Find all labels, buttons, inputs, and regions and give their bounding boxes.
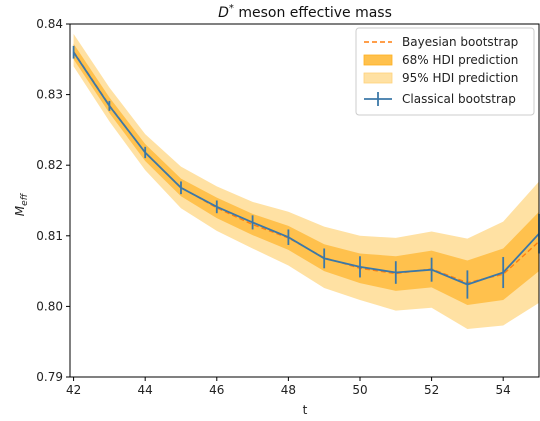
y-axis-label-sub: eff [20, 192, 30, 206]
axes-border [69, 23, 540, 378]
x-tick-label-44: 44 [138, 383, 153, 397]
x-tick-label-46: 46 [209, 383, 224, 397]
legend-label-classical: Classical bootstrap [402, 92, 516, 106]
y-axis-label-main: M [13, 205, 27, 216]
legend-label-bayesian: Bayesian bootstrap [402, 35, 518, 49]
chart-title: D* meson effective mass [218, 3, 392, 21]
y-tick-label-4: 0.83 [36, 88, 63, 102]
y-tick-label-5: 0.84 [36, 17, 63, 31]
y-tick-label-0: 0.79 [36, 370, 63, 384]
chart-title-main: D [218, 5, 229, 21]
legend-label-hdi68: 68% HDI prediction [402, 53, 518, 67]
x-tick-label-42: 42 [66, 383, 81, 397]
x-axis-ticks: 42 44 46 48 50 52 54 [66, 377, 511, 397]
chart-title-sup: * [229, 3, 234, 14]
legend-swatch-hdi68 [363, 54, 393, 66]
y-tick-label-2: 0.81 [36, 229, 63, 243]
legend: Bayesian bootstrap 68% HDI prediction 95… [355, 27, 535, 116]
legend-label-hdi95: 95% HDI prediction [402, 71, 518, 85]
x-tick-label-50: 50 [352, 383, 367, 397]
plot-area [72, 33, 540, 329]
axes-frame [69, 23, 540, 378]
x-tick-label-54: 54 [496, 383, 511, 397]
y-tick-label-3: 0.82 [36, 158, 63, 172]
x-tick-label-48: 48 [281, 383, 296, 397]
y-axis-ticks: 0.79 0.80 0.81 0.82 0.83 0.84 [36, 17, 70, 384]
x-tick-label-52: 52 [424, 383, 439, 397]
y-tick-label-1: 0.80 [36, 299, 63, 313]
chart-title-rest: meson effective mass [234, 5, 392, 21]
legend-box [355, 27, 535, 116]
classical-bootstrap-line [72, 51, 540, 286]
x-axis-label: t [303, 403, 308, 417]
legend-swatch-hdi95 [363, 72, 393, 84]
y-axis-label: Meff [13, 192, 30, 216]
